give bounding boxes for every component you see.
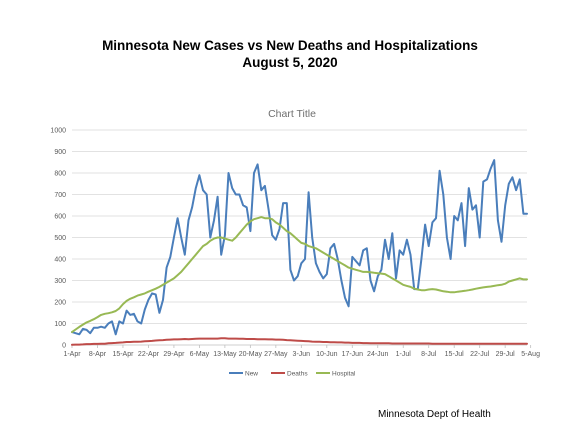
y-tick-label: 400: [54, 257, 66, 264]
x-tick-label: 22-Apr: [138, 351, 160, 358]
series-line-deaths: [71, 337, 528, 346]
legend: New Deaths Hospital: [229, 371, 356, 378]
y-tick-label: 1000: [50, 128, 66, 135]
source-credit: Minnesota Dept of Health: [378, 409, 491, 420]
y-tick-label: 100: [54, 321, 66, 328]
series-line-new: [71, 159, 528, 336]
x-tick-label: 24-Jun: [367, 351, 389, 358]
chart-title: Chart Title: [268, 108, 316, 120]
x-tick-label: 8-Apr: [89, 351, 107, 358]
x-tick-label: 17-Jun: [342, 351, 364, 358]
y-tick-label: 500: [54, 235, 66, 242]
y-tick-label: 800: [54, 171, 66, 178]
y-tick-label: 300: [54, 278, 66, 285]
series-line-hospital: [71, 216, 528, 334]
x-tick-label: 10-Jun: [316, 351, 338, 358]
x-tick-label: 13-May: [213, 351, 237, 358]
page-title: Minnesota New Cases vs New Deaths and Ho…: [0, 37, 580, 71]
x-tick-label: 1-Jul: [396, 351, 412, 358]
x-tick-label: 5-Aug: [521, 351, 540, 358]
x-tick-label: 1-Apr: [63, 351, 81, 358]
y-axis: 0 100 200 300 400 500 600 700 800 900 1000: [50, 128, 66, 350]
legend-label-new: New: [245, 371, 258, 378]
y-tick-label: 0: [62, 343, 66, 350]
x-tick-label: 22-Jul: [470, 351, 490, 358]
legend-label-hospital: Hospital: [332, 371, 356, 378]
y-tick-label: 700: [54, 192, 66, 199]
x-tick-label: 20-May: [239, 351, 263, 358]
y-tick-label: 200: [54, 300, 66, 307]
y-tick-label: 900: [54, 149, 66, 156]
x-tick-label: 29-Jul: [496, 351, 516, 358]
series-lines: [71, 159, 528, 346]
x-tick-label: 6-May: [190, 351, 210, 358]
x-tick-label: 15-Jul: [445, 351, 465, 358]
page-title-line1: Minnesota New Cases vs New Deaths and Ho…: [102, 38, 478, 53]
legend-label-deaths: Deaths: [287, 371, 308, 378]
y-tick-label: 600: [54, 214, 66, 221]
x-tick-label: 29-Apr: [163, 351, 185, 358]
x-tick-label: 3-Jun: [293, 351, 311, 358]
page-title-line2: August 5, 2020: [242, 55, 338, 70]
x-axis: 1-Apr 8-Apr 15-Apr 22-Apr 29-Apr 6-May 13-May 2…: [63, 344, 540, 358]
x-tick-label: 15-Apr: [112, 351, 134, 358]
x-tick-label: 27-May: [264, 351, 288, 358]
x-tick-label: 8-Jul: [421, 351, 437, 358]
